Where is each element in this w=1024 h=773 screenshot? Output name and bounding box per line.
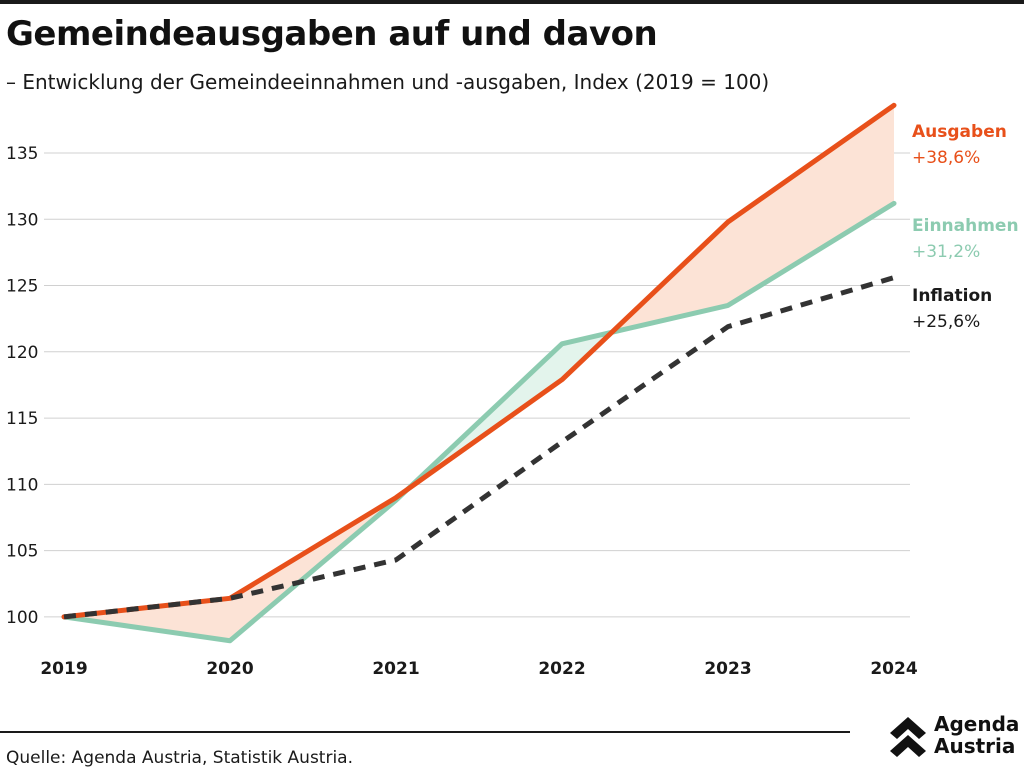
logo-line-2: Austria (934, 734, 1016, 758)
chart-subtitle: – Entwicklung der Gemeindeeinnahmen und … (6, 70, 770, 94)
series-label-inflation: Inflation (912, 286, 992, 306)
x-tick-label-2020: 2020 (206, 659, 253, 679)
agenda-austria-logo: Agenda Austria (888, 713, 1024, 759)
data-point-einnahmen-2021 (394, 498, 398, 502)
top-rule (0, 0, 1024, 4)
y-tick-label-120: 120 (6, 343, 38, 363)
line-chart: 100 105 110 115 120 125 130 135 2019 2020 2021 2022… (6, 102, 1019, 679)
logo-text: Agenda Austria (934, 713, 1019, 757)
data-point-inflation-2019 (62, 615, 66, 619)
data-point-inflation-2020 (228, 596, 232, 600)
y-tick-label-105: 105 (6, 542, 38, 562)
series-line-ausgaben (61, 102, 897, 620)
series-line-einnahmen (61, 200, 897, 644)
x-tick-label-2021: 2021 (372, 659, 419, 679)
series-value-inflation: +25,6% (912, 312, 980, 332)
y-tick-label-110: 110 (6, 475, 38, 495)
data-point-einnahmen-2024 (892, 201, 896, 205)
data-point-einnahmen-2023 (726, 303, 730, 307)
series-value-ausgaben: +38,6% (912, 148, 980, 168)
chart-title: Gemeindeausgaben auf und davon (6, 14, 658, 54)
x-tick-label-2023: 2023 (704, 659, 751, 679)
gap-area-4 (728, 105, 894, 306)
y-tick-label-100: 100 (6, 608, 38, 628)
data-point-inflation-2022 (560, 440, 564, 444)
data-point-inflation-2023 (726, 325, 730, 329)
logo-line-1: Agenda (934, 712, 1020, 736)
data-point-einnahmen-2020 (228, 639, 232, 643)
series-value-einnahmen: +31,2% (912, 242, 980, 262)
x-tick-label-2022: 2022 (538, 659, 585, 679)
series-label-ausgaben: Ausgaben (912, 122, 1007, 142)
footer-rule (0, 731, 850, 733)
data-point-ausgaben-2023 (726, 220, 730, 224)
series-line-inflation (63, 275, 895, 620)
data-point-ausgaben-2022 (560, 378, 564, 382)
double-chevron-up-icon (890, 717, 926, 757)
y-tick-label-130: 130 (6, 210, 38, 230)
x-tick-label-2024: 2024 (870, 659, 917, 679)
series-label-einnahmen: Einnahmen (912, 216, 1019, 236)
data-point-ausgaben-2024 (892, 103, 896, 107)
data-point-inflation-2024 (892, 276, 896, 280)
data-point-inflation-2021 (394, 558, 398, 562)
gap-area-0 (64, 598, 230, 641)
x-tick-label-2019: 2019 (40, 659, 87, 679)
source-note: Quelle: Agenda Austria, Statistik Austri… (6, 748, 353, 768)
y-tick-label-135: 135 (6, 144, 38, 164)
y-tick-label-115: 115 (6, 409, 38, 429)
y-tick-label-125: 125 (6, 277, 38, 297)
data-point-einnahmen-2022 (560, 342, 564, 346)
